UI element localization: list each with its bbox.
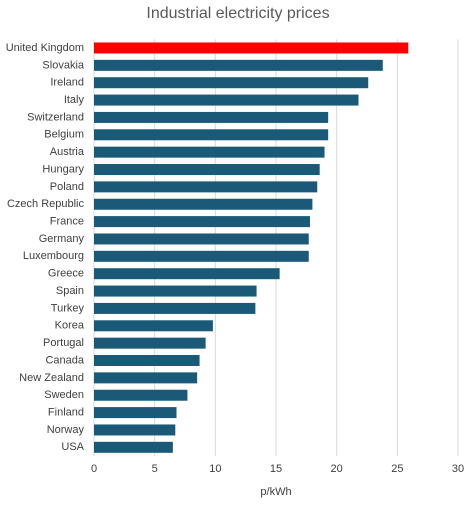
bar [94,355,200,367]
x-tick-label: 5 [152,463,158,475]
x-tick-label: 20 [331,463,343,475]
y-tick-label: Austria [50,146,85,158]
bar [94,372,198,384]
x-tick-label: 25 [391,463,403,475]
bar [94,42,409,54]
bar [94,285,257,297]
bar [94,441,173,453]
y-tick-label: Luxembourg [23,250,84,262]
y-tick-label: Ireland [50,77,84,89]
bar [94,250,309,262]
bar [94,389,188,401]
y-tick-label: Norway [47,424,85,436]
bar [94,337,206,349]
x-axis-label: p/kWh [260,486,291,498]
y-tick-label: Slovakia [42,59,84,71]
bar [94,181,318,193]
y-tick-label: Turkey [51,302,85,314]
bar [94,216,310,228]
bar [94,407,177,419]
bar [94,302,256,314]
x-tick-label: 10 [209,463,221,475]
bar [94,164,320,176]
y-tick-label: New Zealand [19,372,84,384]
y-tick-label: Korea [55,320,85,332]
x-tick-label: 30 [452,463,464,475]
bar [94,129,329,141]
y-tick-label: France [50,216,84,228]
bar [94,77,369,89]
bar [94,146,325,158]
y-tick-label: Czech Republic [7,198,85,210]
y-tick-label: Germany [39,233,85,245]
y-tick-label: Finland [48,407,84,419]
y-tick-label: Portugal [43,337,84,349]
bar [94,198,313,210]
x-tick-label: 0 [91,463,97,475]
y-tick-label: Sweden [44,389,84,401]
y-tick-label: Greece [48,268,84,280]
bar [94,59,383,71]
bar [94,320,213,332]
y-tick-label: USA [61,441,84,453]
bar [94,233,309,245]
chart-title: Industrial electricity prices [146,5,329,22]
y-tick-label: Italy [64,94,85,106]
y-tick-label: Belgium [44,129,84,141]
y-tick-label: United Kingdom [6,42,84,54]
bar [94,94,359,106]
x-tick-label: 15 [270,463,282,475]
y-tick-label: Hungary [42,163,84,175]
y-tick-label: Poland [50,181,84,193]
bar [94,111,329,123]
y-tick-label: Spain [56,285,84,297]
bar [94,268,280,280]
y-tick-label: Canada [45,354,84,366]
y-tick-label: Switzerland [27,111,84,123]
bar [94,424,176,436]
